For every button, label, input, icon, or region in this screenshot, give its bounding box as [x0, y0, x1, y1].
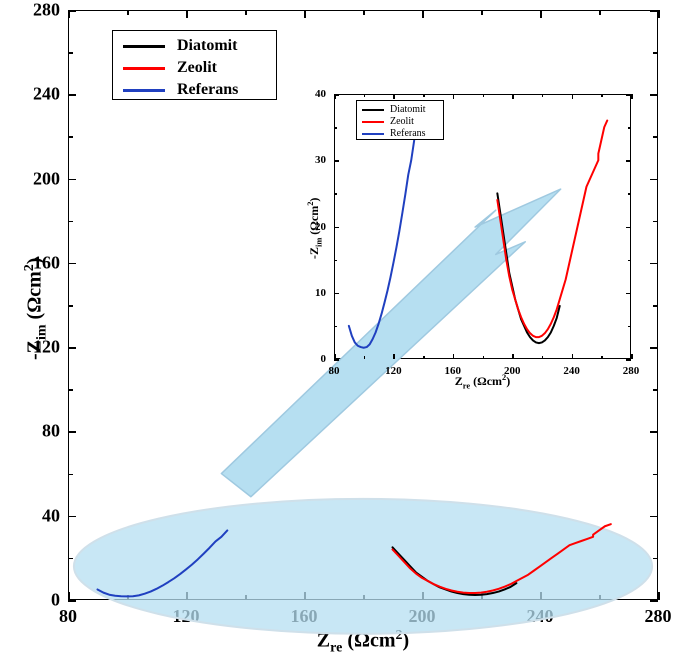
legend-main: Diatomit Zeolit Referans: [112, 30, 277, 100]
legend-label: Diatomit: [390, 104, 426, 115]
tick-label: 120: [33, 337, 60, 358]
x-axis-label-inset: Zre (Ωcm2): [455, 373, 510, 390]
legend-line-icon: [123, 45, 165, 48]
tick-label: 240: [33, 84, 60, 105]
legend-row-zeolit: Zeolit: [362, 116, 414, 127]
tick-label: 20: [315, 221, 326, 233]
legend-label: Referans: [390, 128, 426, 139]
legend-line-icon: [123, 67, 165, 70]
tick-label: 0: [51, 590, 60, 611]
tick-label: 40: [42, 505, 60, 526]
tick-label: 200: [504, 365, 521, 377]
legend-line-icon: [362, 133, 384, 135]
legend-line-icon: [362, 121, 384, 123]
tick-label: 240: [527, 606, 554, 627]
legend-row-referans: Referans: [123, 81, 238, 99]
tick-label: 80: [329, 365, 340, 377]
tick-label: 280: [645, 606, 672, 627]
legend-row-zeolit: Zeolit: [123, 59, 217, 77]
tick-label: 80: [59, 606, 77, 627]
tick-label: 10: [315, 287, 326, 299]
legend-label: Diatomit: [177, 37, 237, 55]
tick-label: 30: [315, 154, 326, 166]
tick-label: 240: [563, 365, 580, 377]
legend-line-icon: [123, 89, 165, 92]
tick-label: 160: [291, 606, 318, 627]
legend-row-referans: Referans: [362, 128, 426, 139]
tick-label: 160: [445, 365, 462, 377]
legend-label: Zeolit: [177, 59, 217, 77]
tick-label: 280: [623, 365, 640, 377]
tick-label: 200: [409, 606, 436, 627]
tick-label: 160: [33, 252, 60, 273]
legend-row-diatomit: Diatomit: [123, 37, 237, 55]
tick-label: 80: [42, 421, 60, 442]
x-axis-label-main: Zre (Ωcm2): [317, 628, 409, 657]
legend-label: Zeolit: [390, 116, 414, 127]
tick-label: 120: [385, 365, 402, 377]
legend-inset: DiatomitZeolitReferans: [356, 100, 444, 140]
tick-label: 40: [315, 88, 326, 100]
legend-row-diatomit: Diatomit: [362, 104, 426, 115]
tick-label: 120: [173, 606, 200, 627]
legend-line-icon: [362, 109, 384, 111]
legend-label: Referans: [177, 81, 238, 99]
tick-label: 280: [33, 0, 60, 21]
tick-label: 200: [33, 168, 60, 189]
tick-label: 0: [321, 353, 327, 365]
